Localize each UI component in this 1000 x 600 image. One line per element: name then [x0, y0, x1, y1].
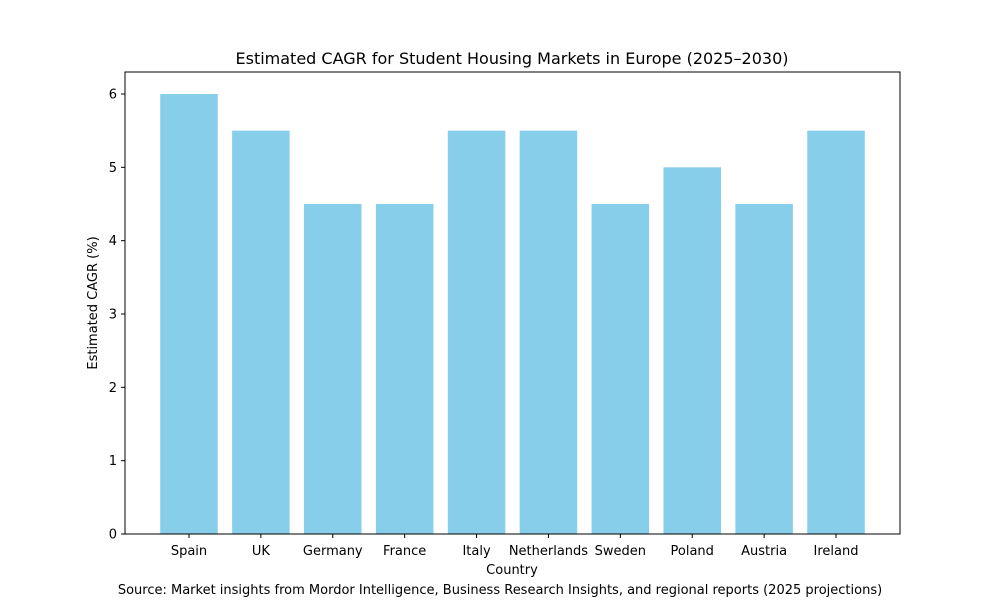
x-axis-label: Country [486, 563, 538, 578]
x-axis: Spain UK Germany France Italy Netherlands Swed… [171, 534, 859, 559]
x-tick-label: Netherlands [509, 544, 588, 559]
bar-netherlands [519, 130, 578, 534]
x-tick-label: Ireland [814, 544, 859, 559]
bar-spain [160, 94, 218, 534]
y-axis-label: Estimated CAGR (%) [86, 236, 101, 369]
x-tick-label: France [383, 544, 426, 559]
bar-sweden [591, 204, 650, 534]
y-axis: 0 1 2 3 4 5 6 [109, 88, 125, 543]
source-note: Source: Market insights from Mordor Inte… [118, 583, 882, 598]
y-tick-label: 2 [109, 381, 117, 396]
x-tick-label: Poland [671, 544, 714, 559]
bars-group [160, 94, 865, 535]
y-tick-label: 0 [109, 528, 117, 543]
bar-uk [232, 130, 290, 534]
x-tick-label: Spain [171, 544, 207, 559]
x-tick-label: Sweden [595, 544, 646, 559]
plot-frame [124, 71, 901, 535]
bar-ireland [807, 130, 865, 534]
bar-germany [304, 204, 362, 534]
bar-italy [447, 130, 506, 534]
y-tick-label: 4 [109, 234, 117, 249]
x-tick-label: Austria [741, 544, 787, 559]
y-tick-label: 6 [109, 88, 117, 103]
y-tick-label: 5 [109, 161, 117, 176]
bar-poland [663, 167, 721, 535]
x-tick-label: Germany [303, 544, 363, 559]
y-tick-label: 3 [109, 308, 117, 323]
x-tick-label: Italy [462, 544, 491, 559]
y-tick-label: 1 [109, 454, 117, 469]
bar-austria [735, 204, 793, 534]
chart-title: Estimated CAGR for Student Housing Marke… [236, 49, 789, 68]
bar-france [375, 204, 434, 534]
x-tick-label: UK [252, 544, 271, 559]
